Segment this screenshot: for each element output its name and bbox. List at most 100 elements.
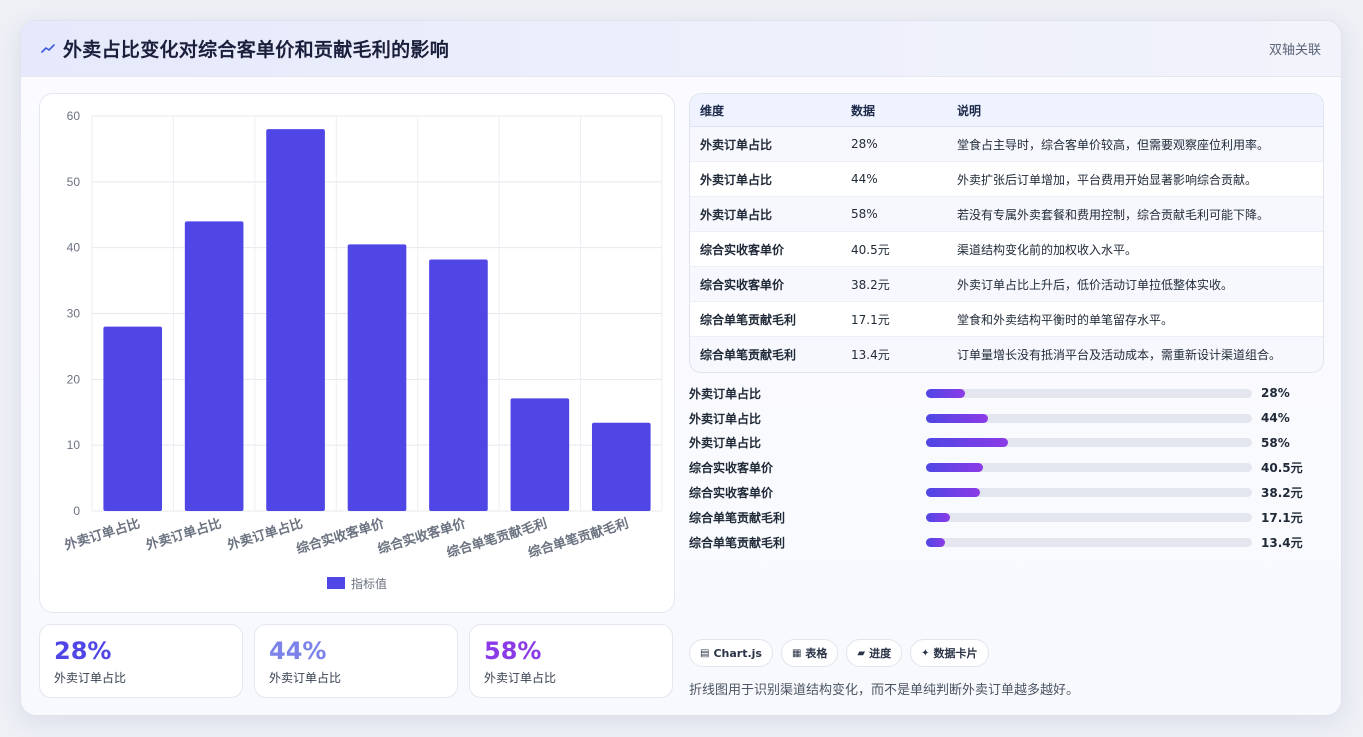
tag-pill-label: 表格 — [805, 647, 828, 660]
table-cell-dimension: 外卖订单占比 — [700, 207, 773, 222]
sparkle-icon: ✦ — [921, 647, 930, 659]
table-row: 外卖订单占比 44% 外卖扩张后订单增加，平台费用开始显著影响综合贡献。 — [690, 162, 1323, 197]
progress-track — [926, 388, 1252, 398]
stat-card: 58% 外卖订单占比 — [469, 624, 673, 698]
tag-pill[interactable]: ▦ 表格 — [780, 639, 839, 667]
progress-track — [926, 512, 1252, 522]
progress-track — [926, 413, 1252, 423]
progress-label: 外卖订单占比 — [689, 386, 762, 401]
bar — [429, 259, 488, 511]
progress-label: 外卖订单占比 — [689, 411, 762, 426]
stat-label: 外卖订单占比 — [54, 671, 127, 685]
table-cell-dimension: 外卖订单占比 — [700, 172, 773, 187]
bar — [103, 326, 163, 511]
page-title: 外卖占比变化对综合客单价和贡献毛利的影响 — [63, 39, 450, 61]
bar — [347, 244, 407, 511]
progress-row: 外卖订单占比 28% — [689, 381, 1329, 406]
legend-label: 指标值 — [351, 576, 387, 591]
y-tick-label: 50 — [67, 175, 81, 189]
progress-value: 58% — [1261, 435, 1290, 450]
progress-fill — [926, 488, 980, 498]
progress-row: 综合单笔贡献毛利 17.1元 — [689, 505, 1329, 530]
tag-pill[interactable]: ✦ 数据卡片 — [910, 639, 989, 667]
progress-label: 综合实收客单价 — [689, 461, 774, 476]
stat-card: 28% 外卖订单占比 — [39, 624, 243, 698]
y-tick-label: 60 — [67, 109, 81, 123]
footnote: 折线图用于识别渠道结构变化，而不是单纯判断外卖订单越多越好。 — [689, 683, 1080, 698]
table-row: 综合单笔贡献毛利 17.1元 堂食和外卖结构平衡时的单笔留存水平。 — [690, 302, 1323, 337]
stat-card: 44% 外卖订单占比 — [254, 624, 458, 698]
progress-value: 38.2元 — [1261, 486, 1303, 501]
tag-pill[interactable]: ▰ 进度 — [846, 639, 903, 667]
progress-fill — [926, 438, 1008, 448]
progress-track — [926, 463, 1252, 473]
table-cell-dimension: 综合实收客单价 — [700, 277, 785, 292]
table-cell-data: 44% — [851, 172, 878, 186]
y-tick-label: 30 — [67, 307, 81, 321]
progress-value: 13.4元 — [1261, 535, 1303, 550]
progress-value: 44% — [1261, 411, 1290, 426]
data-table: 维度 数据 说明 外卖订单占比 28% 堂食占主导时，综合客单价较高，但需要观察座位… — [689, 93, 1324, 373]
tag-pills: ▤ Chart.js ▦ 表格 ▰ 进度 ✦ 数据卡片 — [689, 639, 989, 667]
table-header-row: 维度 数据 说明 — [690, 94, 1323, 127]
card-header: 外卖占比变化对综合客单价和贡献毛利的影响 双轴关联 — [21, 21, 1341, 77]
x-tick-label: 综合实收客单价 — [294, 515, 387, 557]
table-row: 综合实收客单价 40.5元 渠道结构变化前的加权收入水平。 — [690, 232, 1323, 267]
progress-icon: ▰ — [857, 647, 866, 659]
table-cell-dimension: 综合实收客单价 — [700, 242, 785, 257]
tag-pill[interactable]: ▤ Chart.js — [689, 639, 773, 667]
stat-label: 外卖订单占比 — [269, 671, 342, 685]
bar — [184, 221, 244, 511]
header-title-group: 外卖占比变化对综合客单价和贡献毛利的影响 — [41, 35, 449, 62]
progress-fill — [926, 463, 984, 473]
tag-pill-label: 进度 — [869, 647, 892, 660]
progress-track — [926, 488, 1252, 498]
x-tick-label: 外卖订单占比 — [62, 516, 142, 554]
tag-pill-label: Chart.js — [713, 646, 762, 660]
table-cell-data: 40.5元 — [851, 242, 890, 257]
table-header-dimension: 维度 — [700, 103, 725, 118]
stat-value: 44% — [269, 637, 327, 665]
y-tick-label: 10 — [67, 438, 81, 452]
y-tick-label: 20 — [67, 372, 81, 386]
progress-list: 外卖订单占比 28% 外卖订单占比 44% 外卖订单占比 58% 综合实收客单价 40.5元综… — [689, 381, 1329, 555]
table-icon: ▦ — [791, 647, 802, 659]
table-cell-data: 28% — [851, 137, 878, 151]
dashboard-card: 外卖占比变化对综合客单价和贡献毛利的影响 双轴关联 0 10 20 30 40 50 60 外… — [20, 20, 1342, 716]
y-tick-label: 0 — [73, 504, 80, 518]
table-cell-note: 堂食占主导时，综合客单价较高，但需要观察座位利用率。 — [957, 137, 1270, 152]
table-cell-note: 若没有专属外卖套餐和费用控制，综合贡献毛利可能下降。 — [957, 207, 1270, 222]
table-cell-dimension: 综合单笔贡献毛利 — [700, 312, 797, 327]
x-tick-label: 外卖订单占比 — [143, 516, 223, 554]
bar — [510, 398, 570, 511]
progress-label: 综合单笔贡献毛利 — [689, 510, 786, 525]
progress-row: 外卖订单占比 44% — [689, 406, 1329, 431]
table-cell-note: 渠道结构变化前的加权收入水平。 — [957, 242, 1138, 257]
table-header-data: 数据 — [851, 103, 876, 118]
stat-value: 28% — [54, 637, 112, 665]
table-row: 综合单笔贡献毛利 13.4元 订单量增长没有抵消平台及活动成本，需重新设计渠道组合。 — [690, 337, 1323, 372]
table-cell-note: 订单量增长没有抵消平台及活动成本，需重新设计渠道组合。 — [957, 348, 1282, 362]
progress-track — [926, 438, 1252, 448]
table-cell-note: 外卖扩张后订单增加，平台费用开始显著影响综合贡献。 — [957, 172, 1258, 187]
table-cell-dimension: 综合单笔贡献毛利 — [700, 348, 797, 362]
table-cell-data: 38.2元 — [851, 277, 890, 292]
progress-fill — [926, 537, 945, 547]
bar — [266, 129, 325, 511]
progress-label: 综合实收客单价 — [689, 486, 774, 501]
table-cell-data: 58% — [851, 207, 878, 221]
table-cell-dimension: 外卖订单占比 — [700, 137, 773, 152]
progress-value: 17.1元 — [1261, 510, 1303, 525]
progress-fill — [926, 388, 966, 398]
progress-label: 外卖订单占比 — [689, 436, 762, 451]
progress-row: 外卖订单占比 58% — [689, 431, 1329, 456]
progress-value: 28% — [1261, 386, 1290, 401]
progress-row: 综合单笔贡献毛利 13.4元 — [689, 530, 1329, 555]
table-cell-data: 13.4元 — [851, 348, 890, 362]
table-cell-data: 17.1元 — [851, 312, 890, 327]
y-tick-label: 40 — [67, 241, 81, 255]
table-row: 外卖订单占比 28% 堂食占主导时，综合客单价较高，但需要观察座位利用率。 — [690, 127, 1323, 162]
progress-fill — [926, 413, 988, 423]
x-tick-label: 外卖订单占比 — [224, 516, 304, 554]
